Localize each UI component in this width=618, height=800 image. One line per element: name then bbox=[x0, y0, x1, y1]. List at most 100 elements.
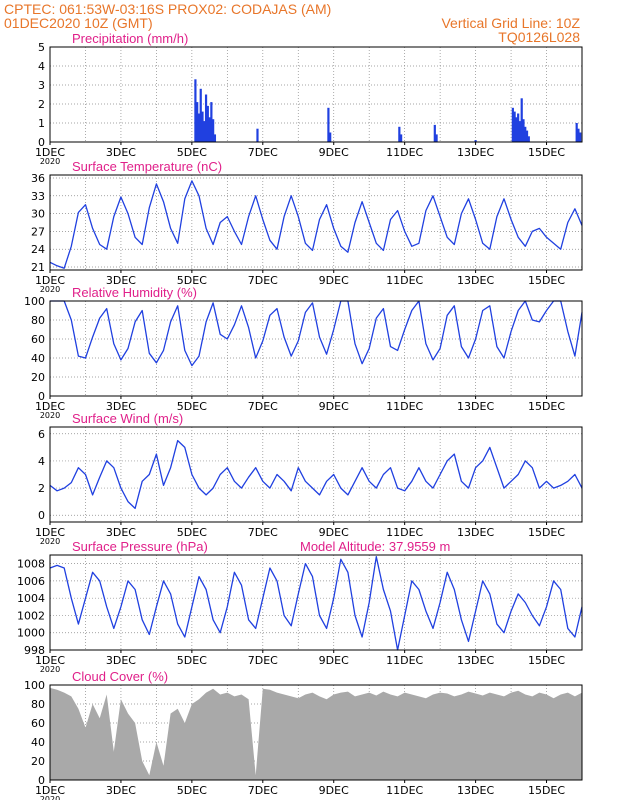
x-year-label: 2020 bbox=[40, 665, 60, 674]
x-tick-label: 3DEC bbox=[106, 526, 136, 539]
x-tick-label: 11DEC bbox=[386, 274, 423, 287]
panel-frame bbox=[49, 554, 583, 651]
precip-bar bbox=[525, 130, 529, 142]
panel-frame bbox=[49, 174, 583, 271]
x-tick-label: 1DEC bbox=[35, 146, 65, 159]
precip-bar bbox=[433, 124, 436, 142]
x-tick-label: 9DEC bbox=[319, 146, 349, 159]
precip-bar bbox=[204, 94, 208, 142]
x-tick-label: 13DEC bbox=[457, 400, 494, 413]
x-tick-label: 9DEC bbox=[319, 400, 349, 413]
panel-frame bbox=[49, 426, 583, 523]
precip-bar bbox=[577, 128, 580, 142]
panel-frame bbox=[49, 46, 583, 143]
x-tick-label: 15DEC bbox=[528, 274, 565, 287]
y-tick-label: 24 bbox=[31, 243, 45, 256]
y-tick-label: 60 bbox=[31, 333, 45, 346]
precip-bar bbox=[513, 111, 516, 142]
y-tick-label: 4 bbox=[38, 455, 45, 468]
y-tick-label: 2 bbox=[38, 98, 45, 111]
y-tick-label: 0 bbox=[38, 136, 45, 149]
x-tick-label: 13DEC bbox=[457, 146, 494, 159]
y-tick-label: 80 bbox=[31, 314, 45, 327]
x-year-label: 2020 bbox=[40, 285, 60, 294]
pressure-series-line bbox=[49, 556, 583, 651]
x-tick-label: 3DEC bbox=[106, 784, 136, 797]
x-tick-label: 15DEC bbox=[528, 654, 565, 667]
y-tick-label: 5 bbox=[38, 41, 45, 54]
x-tick-label: 7DEC bbox=[248, 146, 278, 159]
precip-bar bbox=[203, 121, 206, 142]
y-tick-label: 21 bbox=[31, 261, 45, 274]
x-tick-label: 13DEC bbox=[457, 654, 494, 667]
panel-title: Surface Temperature (nC) bbox=[72, 159, 222, 174]
y-tick-label: 1002 bbox=[17, 609, 45, 622]
panel-cloud-cover: 0 20 40 60 80 100 1DEC 3DEC 5DEC 7DEC 9DEC 11DEC 13D… bbox=[24, 669, 583, 800]
y-tick-label: 60 bbox=[31, 717, 45, 730]
x-tick-label: 11DEC bbox=[386, 526, 423, 539]
x-tick-label: 9DEC bbox=[319, 784, 349, 797]
precip-bar bbox=[518, 121, 522, 142]
y-tick-label: 3 bbox=[38, 79, 45, 92]
x-tick-label: 1DEC bbox=[35, 654, 65, 667]
precip-bar bbox=[575, 123, 578, 142]
header-grid-line-note: Vertical Grid Line: 10Z bbox=[441, 15, 580, 31]
precip-bar bbox=[517, 113, 520, 142]
x-tick-label: 1DEC bbox=[35, 400, 65, 413]
panel-title: Precipitation (mm/h) bbox=[72, 31, 188, 46]
header-station-line: CPTEC: 061:53W-03:16S PROX02: CODAJAS (A… bbox=[4, 1, 332, 17]
x-tick-label: 5DEC bbox=[177, 400, 207, 413]
x-tick-label: 3DEC bbox=[106, 654, 136, 667]
panel-title: Surface Wind (m/s) bbox=[72, 411, 183, 426]
precip-bar bbox=[194, 79, 197, 142]
precip-bar bbox=[520, 98, 523, 142]
x-tick-label: 3DEC bbox=[106, 146, 136, 159]
y-tick-label: 40 bbox=[31, 736, 45, 749]
panel-pressure: 998 1000 1002 1004 1006 1008 1DEC 3DEC 5DEC 7DEC 9… bbox=[17, 539, 583, 674]
panel-title: Cloud Cover (%) bbox=[72, 669, 168, 684]
x-tick-label: 7DEC bbox=[248, 400, 278, 413]
precip-bar bbox=[327, 107, 330, 142]
header-date-line: 01DEC2020 10Z (GMT) bbox=[4, 15, 153, 31]
y-tick-label: 0 bbox=[38, 509, 45, 522]
y-tick-label: 4 bbox=[38, 60, 45, 73]
panel-frame bbox=[49, 300, 583, 397]
x-year-label: 2020 bbox=[40, 157, 60, 166]
precip-bar bbox=[522, 119, 525, 142]
precip-bar bbox=[511, 107, 514, 142]
x-tick-label: 7DEC bbox=[248, 526, 278, 539]
x-tick-label: 15DEC bbox=[528, 146, 565, 159]
x-tick-label: 15DEC bbox=[528, 526, 565, 539]
panel-temperature: 21 24 27 30 33 36 1DEC 3DEC 5DEC 7DEC 9DEC 11DEC 13D… bbox=[31, 159, 583, 294]
x-tick-label: 15DEC bbox=[528, 400, 565, 413]
panel-humidity: 0 20 40 60 80 100 1DEC 3DEC 5DEC 7DEC 9DEC 11DEC 13D… bbox=[24, 285, 583, 420]
x-tick-label: 7DEC bbox=[248, 654, 278, 667]
y-tick-label: 998 bbox=[24, 644, 45, 657]
precip-bar bbox=[400, 134, 403, 142]
x-year-label: 2020 bbox=[40, 537, 60, 546]
precip-bar bbox=[398, 126, 401, 142]
y-tick-label: 27 bbox=[31, 225, 45, 238]
x-tick-label: 13DEC bbox=[457, 274, 494, 287]
x-tick-label: 9DEC bbox=[319, 526, 349, 539]
precip-bar bbox=[197, 113, 201, 142]
panel-precipitation: 0 1 2 3 4 5 1DEC 3DEC 5DEC 7DEC 9DEC 11DEC 13DEC 15DE… bbox=[35, 31, 583, 166]
precip-bar bbox=[256, 128, 259, 142]
x-year-label: 2020 bbox=[40, 795, 60, 800]
y-tick-label: 40 bbox=[31, 352, 45, 365]
x-tick-label: 9DEC bbox=[319, 654, 349, 667]
x-year-label: 2020 bbox=[40, 411, 60, 420]
y-tick-label: 2 bbox=[38, 482, 45, 495]
precip-bar bbox=[579, 132, 582, 142]
x-tick-label: 15DEC bbox=[528, 784, 565, 797]
panel-title: Relative Humidity (%) bbox=[72, 285, 197, 300]
x-tick-label: 1DEC bbox=[35, 784, 65, 797]
panel-annotation: Model Altitude: 37.9559 m bbox=[300, 539, 450, 554]
x-tick-label: 11DEC bbox=[386, 400, 423, 413]
y-tick-label: 6 bbox=[38, 428, 45, 441]
y-tick-label: 36 bbox=[31, 172, 45, 185]
precip-bar bbox=[474, 140, 477, 142]
cloud-cover-area bbox=[50, 687, 582, 780]
x-tick-label: 5DEC bbox=[177, 274, 207, 287]
